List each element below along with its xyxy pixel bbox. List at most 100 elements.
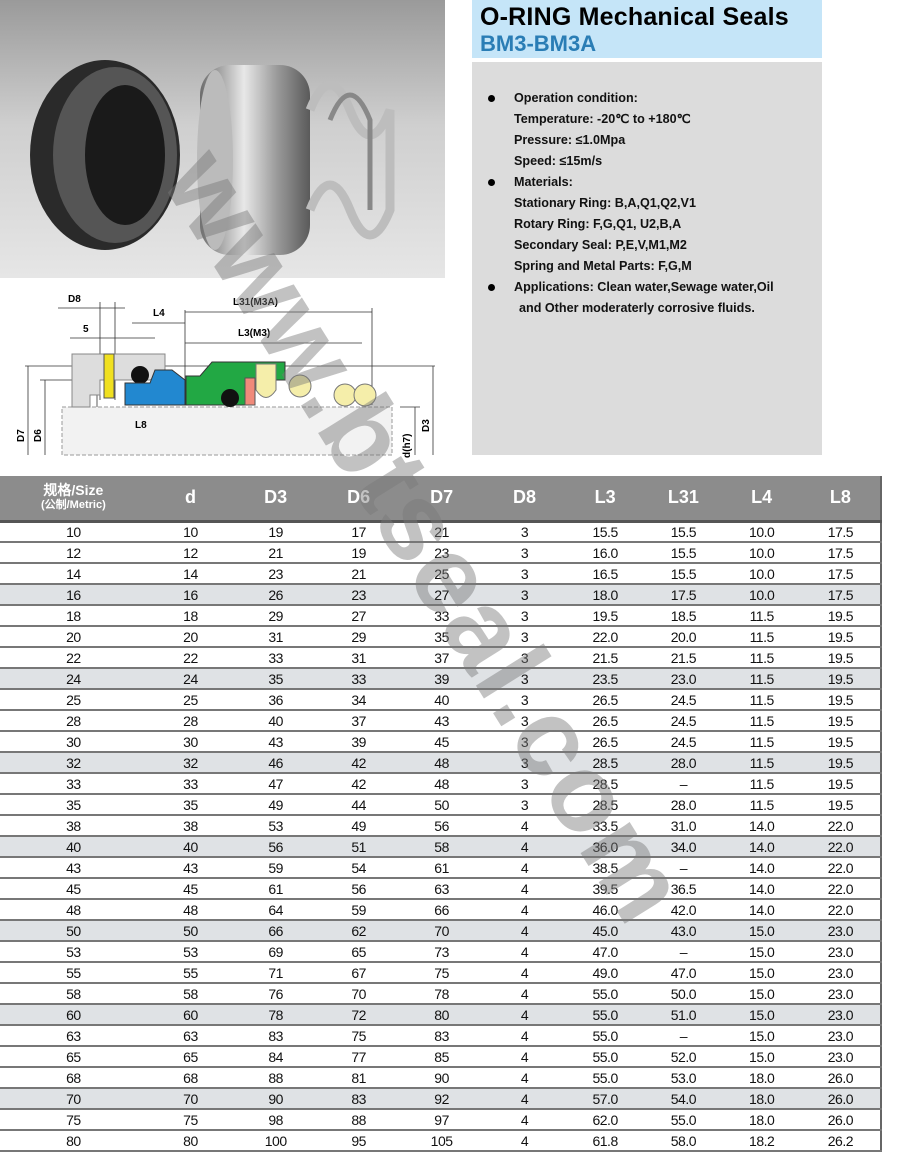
column-header-d7: D7 [400, 476, 484, 523]
cell-l8: 23.0 [800, 962, 883, 984]
cell-d3: 88 [234, 1067, 318, 1089]
cell-d8: 3 [483, 752, 567, 774]
cell-l31: – [644, 1025, 723, 1047]
cell-l31: 15.5 [644, 521, 723, 543]
applications-spec-cont: and Other moderaterly corrosive fluids. [519, 301, 755, 315]
cell-d7: 40 [400, 689, 484, 711]
column-header-d3: D3 [234, 476, 318, 523]
product-title: O-RING Mechanical Seals [480, 3, 789, 31]
table-row: 18 18 29 27 33 3 19.5 18.5 11.5 19.5 [0, 605, 883, 627]
cell-d8: 4 [483, 857, 567, 879]
seal-cross-section-diagram: D8 5 L4 L31(M3A) L3(M3) L8 D7 D6 d(h7) D… [0, 280, 470, 470]
cell-l8: 22.0 [800, 857, 883, 879]
table-row: 10 10 19 17 21 3 15.5 15.5 10.0 17.5 [0, 521, 883, 543]
cell-size: 50 [0, 920, 147, 942]
cell-d3: 69 [234, 941, 318, 963]
cell-d7: 105 [400, 1130, 484, 1152]
cell-l4: 15.0 [722, 920, 801, 942]
cell-size: 20 [0, 626, 147, 648]
cell-d6: 65 [317, 941, 401, 963]
cell-d3: 31 [234, 626, 318, 648]
cell-l3: 26.5 [566, 689, 645, 711]
cell-l8: 19.5 [800, 605, 883, 627]
stationary-ring-image [30, 60, 180, 250]
cell-d3: 64 [234, 899, 318, 921]
cell-l31: 47.0 [644, 962, 723, 984]
cell-d: 63 [146, 1025, 235, 1047]
label-d: d(h7) [402, 434, 413, 458]
cell-d7: 85 [400, 1046, 484, 1068]
header-label: D3 [264, 487, 288, 508]
cell-d6: 42 [317, 752, 401, 774]
table-row: 53 53 69 65 73 4 47.0–15.0 23.0 [0, 941, 883, 963]
cell-d6: 19 [317, 542, 401, 564]
cell-d6: 59 [317, 899, 401, 921]
cell-size: 25 [0, 689, 147, 711]
cell-size: 53 [0, 941, 147, 963]
cell-d7: 90 [400, 1067, 484, 1089]
cell-d: 48 [146, 899, 235, 921]
cell-size: 45 [0, 878, 147, 900]
cell-size: 48 [0, 899, 147, 921]
cell-d7: 48 [400, 773, 484, 795]
cell-l4: 15.0 [722, 962, 801, 984]
cell-d8: 3 [483, 710, 567, 732]
cell-l3: 55.0 [566, 983, 645, 1005]
header-label: D8 [513, 487, 537, 508]
cell-d7: 43 [400, 710, 484, 732]
cell-d8: 4 [483, 920, 567, 942]
cell-size: 55 [0, 962, 147, 984]
cell-d7: 21 [400, 521, 484, 543]
cell-l8: 22.0 [800, 815, 883, 837]
cell-l3: 49.0 [566, 962, 645, 984]
cell-l4: 11.5 [722, 710, 801, 732]
header-label: d [184, 487, 196, 508]
cell-d: 60 [146, 1004, 235, 1026]
cell-l3: 16.0 [566, 542, 645, 564]
header-label: 规格/Size [43, 481, 104, 498]
cell-d7: 56 [400, 815, 484, 837]
cell-d3: 29 [234, 605, 318, 627]
cell-l8: 23.0 [800, 920, 883, 942]
cell-d8: 3 [483, 542, 567, 564]
table-row: 55 55 71 67 75 4 49.0 47.0 15.0 23.0 [0, 962, 883, 984]
cell-d8: 4 [483, 1046, 567, 1068]
cell-l31: 58.0 [644, 1130, 723, 1152]
cell-l31: 52.0 [644, 1046, 723, 1068]
cell-l31: 55.0 [644, 1109, 723, 1131]
cell-l3: 55.0 [566, 1067, 645, 1089]
table-row: 30 30 43 39 45 3 26.5 24.5 11.5 19.5 [0, 731, 883, 753]
cell-d7: 23 [400, 542, 484, 564]
cell-d7: 25 [400, 563, 484, 585]
table-row: 12 12 21 19 23 3 16.0 15.5 10.0 17.5 [0, 542, 883, 564]
cell-d3: 43 [234, 731, 318, 753]
cell-l4: 15.0 [722, 1004, 801, 1026]
cell-l31: 20.0 [644, 626, 723, 648]
cell-d: 10 [146, 521, 235, 543]
cell-d3: 61 [234, 878, 318, 900]
cell-d7: 61 [400, 857, 484, 879]
cell-l4: 18.2 [722, 1130, 801, 1152]
table-row: 45 45 61 56 63 4 39.5 36.5 14.0 22.0 [0, 878, 883, 900]
cell-d6: 49 [317, 815, 401, 837]
cell-l31: 17.5 [644, 584, 723, 606]
cell-d: 80 [146, 1130, 235, 1152]
cell-d7: 35 [400, 626, 484, 648]
cell-d3: 90 [234, 1088, 318, 1110]
cell-d8: 3 [483, 521, 567, 543]
product-photo [0, 0, 445, 278]
cell-d: 45 [146, 878, 235, 900]
cell-d8: 4 [483, 1130, 567, 1152]
cell-d8: 3 [483, 626, 567, 648]
cell-d3: 19 [234, 521, 318, 543]
cell-l31: 21.5 [644, 647, 723, 669]
cell-size: 28 [0, 710, 147, 732]
cell-l4: 15.0 [722, 1046, 801, 1068]
table-row: 20 20 31 29 35 3 22.0 20.0 11.5 19.5 [0, 626, 883, 648]
cell-l3: 19.5 [566, 605, 645, 627]
cell-d: 14 [146, 563, 235, 585]
cell-d6: 34 [317, 689, 401, 711]
cell-d7: 33 [400, 605, 484, 627]
cell-d: 33 [146, 773, 235, 795]
cell-size: 33 [0, 773, 147, 795]
